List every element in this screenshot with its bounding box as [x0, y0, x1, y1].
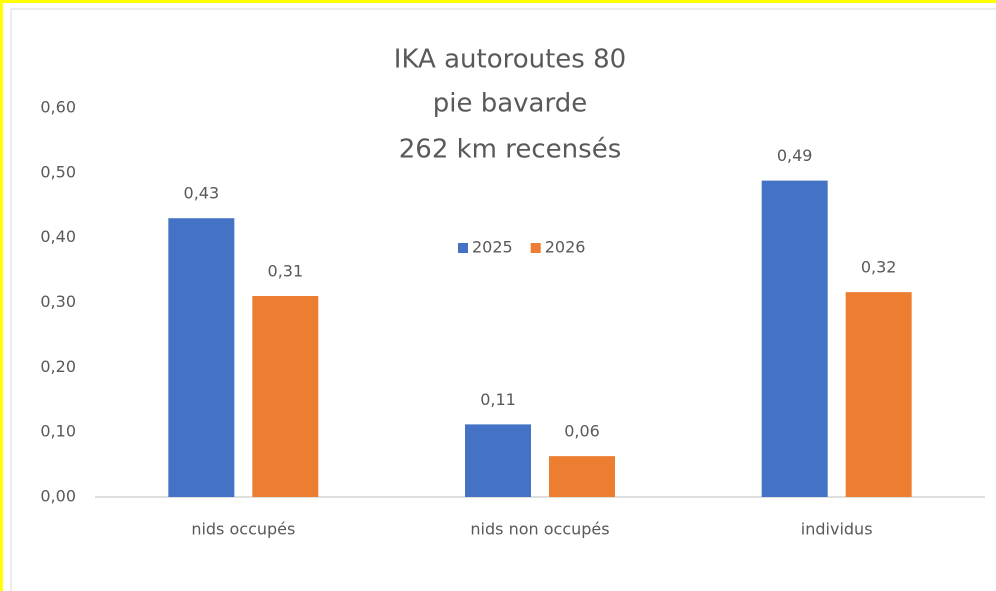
data-label: 0,31: [268, 262, 304, 281]
y-tick-label: 0,20: [40, 357, 76, 376]
y-tick-label: 0,40: [40, 227, 76, 246]
bar: [252, 296, 319, 497]
x-tick-label: nids occupés: [191, 520, 295, 539]
chart-title: 262 km recensés: [399, 135, 622, 165]
legend-label: 2026: [545, 238, 586, 257]
data-label: 0,32: [861, 258, 897, 277]
bar: [549, 456, 615, 497]
data-label: 0,43: [184, 184, 220, 203]
bar: [761, 180, 828, 497]
data-label: 0,11: [480, 390, 516, 409]
y-tick-label: 0,00: [40, 487, 76, 506]
x-tick-label: nids non occupés: [470, 520, 609, 539]
chart-frame: [10, 8, 996, 591]
bar: [168, 218, 235, 497]
bar: [845, 292, 912, 497]
bar: [465, 424, 531, 497]
legend-swatch: [458, 243, 468, 253]
y-tick-label: 0,30: [40, 292, 76, 311]
y-tick-label: 0,60: [40, 98, 76, 117]
legend-label: 2025: [472, 238, 513, 257]
legend-swatch: [530, 243, 541, 253]
y-tick-label: 0,50: [40, 162, 76, 181]
chart-title: IKA autoroutes 80: [394, 45, 626, 75]
data-label: 0,06: [564, 422, 600, 441]
chart-title: pie bavarde: [433, 89, 587, 119]
data-label: 0,49: [777, 146, 813, 165]
y-tick-label: 0,10: [40, 422, 76, 441]
x-tick-label: individus: [801, 520, 873, 539]
